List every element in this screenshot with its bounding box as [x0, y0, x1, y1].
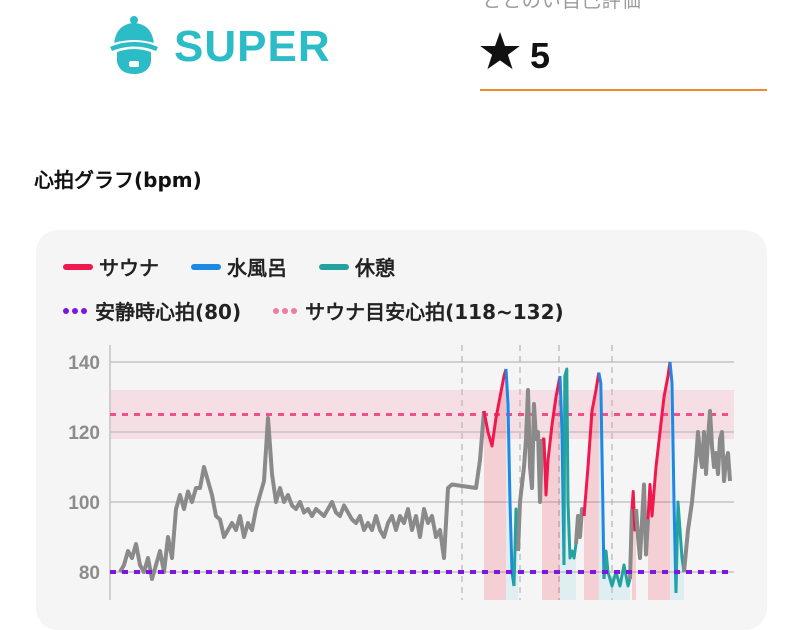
y-tick-label: 100 [68, 493, 100, 514]
legend-target-label: サウナ目安心拍(118~132) [305, 300, 564, 324]
graph-title: 心拍グラフ(bpm) [34, 168, 202, 192]
hr-line-water [504, 368, 516, 587]
self-rating: 5 [480, 32, 550, 79]
legend-sauna-target: サウナ目安心拍(118~132) [273, 296, 564, 325]
hr-line-sauna [646, 361, 672, 520]
water-swatch [191, 263, 221, 270]
legend-rest-label: 休憩 [355, 256, 395, 280]
hr-line-water [597, 372, 606, 580]
heart-rate-chart: 80 100 120 140 [68, 345, 734, 600]
hr-line-other [516, 388, 544, 552]
legend-resting-label: 安静時心拍(80) [95, 300, 242, 324]
ttonoi-level-badge: SUPER [108, 14, 331, 80]
rest-swatch [319, 263, 349, 270]
hr-line-rest [674, 500, 686, 594]
legend-resting-hr: 安静時心拍(80) [63, 296, 241, 325]
hr-line-other [574, 507, 586, 545]
sauna-area [542, 376, 560, 600]
hr-line-other [628, 508, 634, 580]
legend-rest: 休憩 [319, 252, 395, 281]
sauna-swatch [63, 263, 93, 270]
legend-water-label: 水風呂 [227, 256, 287, 280]
y-tick-label: 80 [79, 563, 100, 584]
target-dots [273, 307, 298, 314]
star-icon [480, 32, 520, 79]
rating-value: 5 [530, 34, 551, 76]
sauna-area [584, 372, 599, 600]
legend-sauna: サウナ [63, 252, 159, 281]
hr-line-water [668, 361, 678, 594]
legend-references: 安静時心拍(80) サウナ目安心拍(118~132) [63, 296, 596, 325]
hr-line-other [682, 409, 732, 573]
rating-label: ととのい自己評価 [482, 0, 642, 12]
hr-line-other [118, 410, 486, 581]
y-tick-label: 120 [68, 423, 100, 444]
legend-sauna-label: サウナ [99, 256, 159, 280]
hr-line-other [634, 482, 650, 560]
sauna-area [484, 369, 506, 600]
level-text: SUPER [174, 22, 331, 71]
hr-line-sauna [582, 372, 601, 517]
sauna-hat-face-icon [108, 14, 160, 80]
legend-phases: サウナ 水風呂 休憩 [63, 252, 427, 281]
rating-underline [480, 89, 767, 91]
sauna-area [648, 362, 670, 600]
hr-line-sauna [482, 368, 508, 448]
hr-line-rest [562, 367, 578, 566]
y-tick-label: 140 [68, 353, 100, 374]
resting-dots [63, 307, 87, 314]
hr-line-sauna [542, 375, 562, 497]
legend-water: 水風呂 [191, 252, 287, 281]
